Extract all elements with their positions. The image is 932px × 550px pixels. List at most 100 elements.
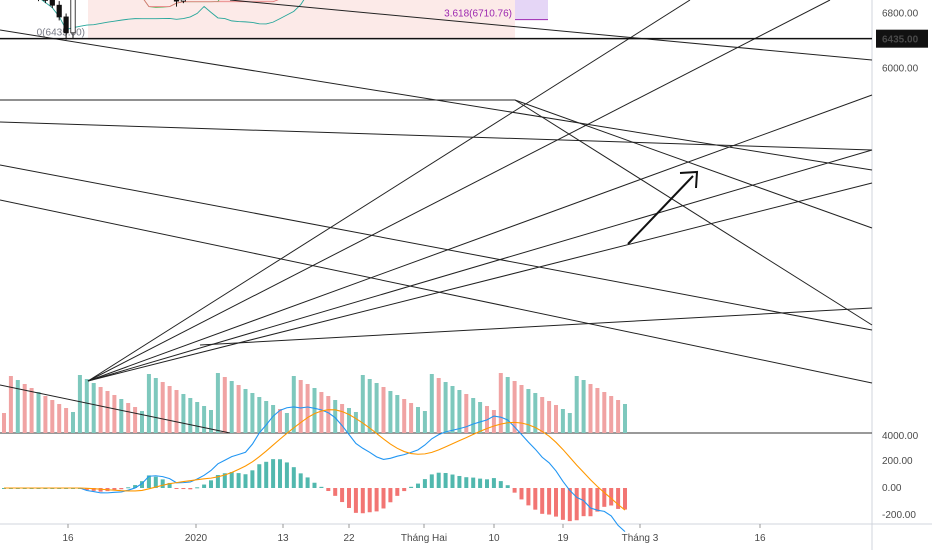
macd-histogram-bar (126, 487, 131, 489)
macd-histogram-bar (202, 484, 207, 488)
macd-histogram-bar (505, 485, 510, 488)
trendline (87, 0, 831, 382)
volume-bar (347, 408, 351, 433)
trendline (87, 182, 873, 382)
volume-bar (119, 399, 124, 433)
volume-bar (422, 411, 427, 433)
volume-bar (409, 403, 414, 433)
macd-histogram-bar (491, 478, 496, 488)
macd-histogram-bar (353, 488, 358, 513)
macd-histogram-bar (450, 474, 455, 488)
macd-histogram-bar (319, 486, 324, 488)
trendline (199, 307, 873, 346)
volume-bar (560, 409, 565, 433)
macd-histogram-bar (464, 477, 469, 488)
macd-histogram-bar (519, 488, 524, 500)
volume-bar (574, 376, 579, 433)
trendline (514, 99, 873, 229)
time-tick-label: 22 (343, 533, 355, 544)
candle-body (63, 16, 69, 34)
macd-histogram-bar (478, 478, 483, 488)
candle-body (180, 0, 186, 2)
volume-bar (2, 413, 6, 433)
macd-histogram-bar (526, 488, 531, 506)
macd-histogram-bar (388, 488, 393, 503)
volume-bar (133, 407, 138, 433)
macd-histogram-bar (119, 488, 124, 490)
volume-bar (567, 413, 572, 433)
macd-histogram-bar (533, 488, 538, 510)
macd-histogram-bar (243, 474, 248, 488)
macd-signal-line (4, 409, 626, 511)
macd-histogram-bar (284, 462, 289, 488)
macd-histogram-bar (443, 473, 448, 488)
price-tick-label: 6800.00 (882, 9, 919, 20)
macd-histogram-bar (374, 488, 379, 512)
macd-histogram-bar (298, 473, 303, 488)
macd-histogram-bar (609, 488, 614, 506)
volume-bar (250, 393, 255, 433)
volume-bar (588, 384, 593, 433)
macd-line (4, 406, 626, 533)
indicator-tick-label: 0.00 (882, 483, 902, 494)
macd-histogram-bar (257, 464, 262, 488)
volume-bar (512, 381, 517, 433)
fib-ext-label: 3.618(6710.76) (444, 9, 512, 20)
volume-bar (312, 388, 317, 433)
volume-bar (340, 404, 345, 433)
volume-bar (457, 390, 462, 433)
volume-bar (533, 393, 538, 433)
arrow-shaft (627, 175, 694, 245)
trendline (514, 99, 873, 326)
trendline (0, 164, 873, 331)
volume-bar (381, 387, 386, 433)
volume-bar (395, 395, 400, 433)
macd-histogram-bar (167, 482, 172, 488)
volume-bar (50, 400, 55, 433)
volume-bar (402, 399, 407, 433)
volume-bar (236, 385, 241, 433)
volume-bar (609, 396, 614, 433)
volume-bar (98, 387, 103, 433)
volume-bar (353, 412, 358, 433)
volume-bar (547, 401, 552, 433)
volume-bar (257, 397, 262, 433)
volume-bar (140, 411, 144, 433)
macd-histogram-bar (160, 479, 165, 488)
macd-histogram-bar (305, 477, 310, 488)
volume-bar (498, 373, 503, 433)
volume-bar (291, 376, 296, 433)
macd-histogram-bar (409, 486, 414, 488)
trendline (87, 0, 691, 382)
macd-histogram-bar (347, 488, 351, 508)
volume-bar (305, 384, 310, 433)
volume-bar (15, 380, 20, 433)
macd-histogram-bar (457, 475, 462, 488)
volume-bar (84, 379, 89, 433)
macd-histogram-bar (540, 488, 545, 514)
volume-bar (215, 373, 220, 433)
highlight-price-bg (876, 29, 928, 48)
volume-bar (271, 405, 276, 433)
volume-bar (367, 379, 372, 433)
volume-bar (209, 410, 213, 433)
macd-histogram-bar (554, 488, 558, 517)
volume-bar (505, 377, 510, 433)
macd-histogram-bar (485, 479, 489, 488)
macd-histogram-bar (271, 459, 276, 488)
volume-bar (360, 375, 365, 433)
volume-bar (416, 407, 420, 433)
volume-bar (326, 396, 331, 433)
macd-histogram-bar (215, 475, 220, 488)
macd-histogram-bar (188, 488, 193, 490)
time-tick-label: Tháng Hai (401, 533, 447, 544)
volume-bar (222, 377, 227, 433)
macd-histogram-bar (395, 488, 400, 496)
price-tick-label: 4000.00 (882, 431, 919, 442)
volume-bar (450, 386, 455, 433)
volume-bar (464, 394, 469, 433)
volume-bar (519, 385, 524, 433)
volume-bar (57, 404, 62, 433)
candle-body (173, 0, 180, 2)
